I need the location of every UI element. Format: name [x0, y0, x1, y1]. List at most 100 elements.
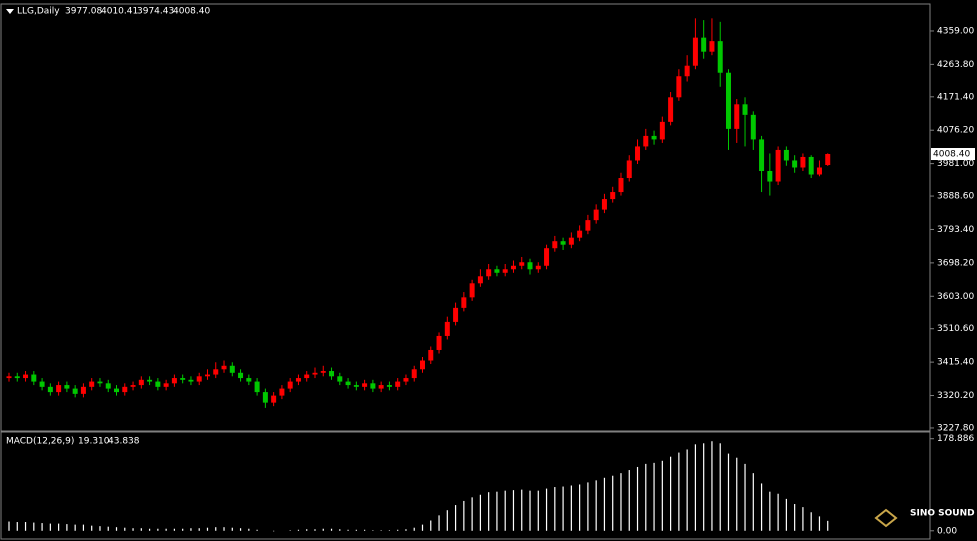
- candle-body: [519, 262, 525, 266]
- macd-bar: [719, 443, 721, 531]
- candle-body: [329, 371, 335, 377]
- macd-bar: [628, 470, 630, 531]
- macd-bar: [463, 500, 465, 531]
- candle-body: [304, 374, 310, 379]
- macd-bar: [140, 528, 142, 531]
- macd-bar: [306, 529, 308, 531]
- candle-body: [246, 378, 252, 382]
- macd-bar: [446, 510, 448, 531]
- macd-bar: [785, 498, 787, 531]
- candle-body: [39, 381, 45, 387]
- candle-body: [643, 135, 649, 147]
- y-tick-label: 4171.40: [937, 92, 974, 102]
- candle-body: [808, 156, 814, 175]
- macd-bar: [33, 522, 35, 531]
- macd-bar: [397, 529, 399, 531]
- macd-bar: [289, 530, 291, 531]
- macd-bar: [645, 463, 647, 531]
- candle-body: [147, 379, 153, 382]
- y-tick-label: 3510.60: [937, 324, 974, 334]
- macd-bar: [769, 491, 771, 531]
- candle-body: [659, 121, 665, 140]
- candle-body: [188, 379, 194, 382]
- candle-body: [171, 378, 177, 384]
- macd-bar: [82, 524, 85, 531]
- macd-bar: [579, 484, 581, 531]
- candle-body: [560, 241, 566, 245]
- y-tick-label: 3320.20: [937, 391, 974, 401]
- candle-body: [254, 381, 260, 393]
- candle-body: [130, 385, 136, 387]
- candle-body: [204, 374, 210, 377]
- macd-bar: [736, 457, 738, 531]
- y-tick-label: 3888.60: [937, 192, 974, 202]
- candle-body: [552, 241, 558, 249]
- macd-bar: [777, 493, 779, 531]
- macd-panel-frame: [0, 431, 931, 540]
- macd-bar: [24, 522, 27, 531]
- candle-body: [14, 376, 20, 379]
- y-tick-label: 3793.40: [937, 225, 974, 235]
- candle-body: [221, 365, 227, 370]
- candle-body: [370, 383, 376, 389]
- macd-bar: [810, 512, 812, 531]
- macd-bar: [661, 460, 663, 531]
- macd-bar: [794, 504, 796, 531]
- close-label: 4008.40: [173, 7, 210, 17]
- macd-bar: [380, 530, 382, 531]
- candle-body: [386, 385, 392, 387]
- candle-body: [676, 76, 682, 98]
- low-label: 3974.43: [137, 7, 174, 17]
- macd-bar: [504, 490, 506, 531]
- macd-bar: [74, 524, 76, 531]
- macd-bar: [438, 515, 440, 531]
- candle-body: [577, 230, 583, 238]
- candle-body: [742, 104, 748, 115]
- candle-body: [345, 381, 351, 386]
- macd-bar: [802, 507, 804, 531]
- macd-bar: [694, 444, 697, 531]
- candle-body: [97, 381, 103, 384]
- macd-bar: [818, 516, 821, 531]
- macd-bar: [620, 473, 622, 531]
- chart-title: LLG,Daily: [17, 7, 60, 17]
- candle-body: [271, 395, 277, 403]
- y-tick-label: 0.00: [937, 526, 957, 536]
- macd-bar: [686, 449, 688, 531]
- candle-body: [114, 388, 120, 393]
- candle-body: [486, 269, 492, 277]
- candle-body: [213, 369, 219, 375]
- candle-body: [138, 379, 144, 386]
- macd-bar: [653, 462, 655, 531]
- candle-body: [122, 386, 128, 393]
- macd-bar: [215, 527, 217, 531]
- y-tick-label: 3415.40: [937, 358, 974, 368]
- macd-bar: [703, 443, 705, 531]
- candle-body: [585, 220, 591, 231]
- macd-bar: [66, 524, 68, 531]
- macd-bar: [603, 477, 606, 531]
- candle-body: [717, 41, 723, 73]
- candle-body: [378, 385, 384, 389]
- candle-body: [295, 378, 301, 382]
- candle-body: [635, 146, 641, 161]
- macd-bar: [231, 527, 233, 531]
- candle-body: [337, 376, 343, 382]
- candle-body: [163, 383, 169, 387]
- macd-bar: [16, 522, 18, 531]
- candle-body: [23, 374, 29, 379]
- macd-bar: [760, 483, 763, 531]
- candle-body: [31, 374, 37, 382]
- macd-bar: [355, 529, 357, 531]
- candle-body: [544, 248, 550, 266]
- candle-body: [477, 276, 483, 284]
- candle-body: [196, 376, 202, 382]
- macd-bar: [347, 529, 349, 531]
- candle-body: [105, 383, 111, 389]
- macd-bar: [372, 530, 374, 531]
- candle-body: [362, 383, 368, 387]
- macd-bar: [413, 527, 415, 531]
- macd-bar: [148, 528, 151, 531]
- candle-body: [80, 386, 86, 394]
